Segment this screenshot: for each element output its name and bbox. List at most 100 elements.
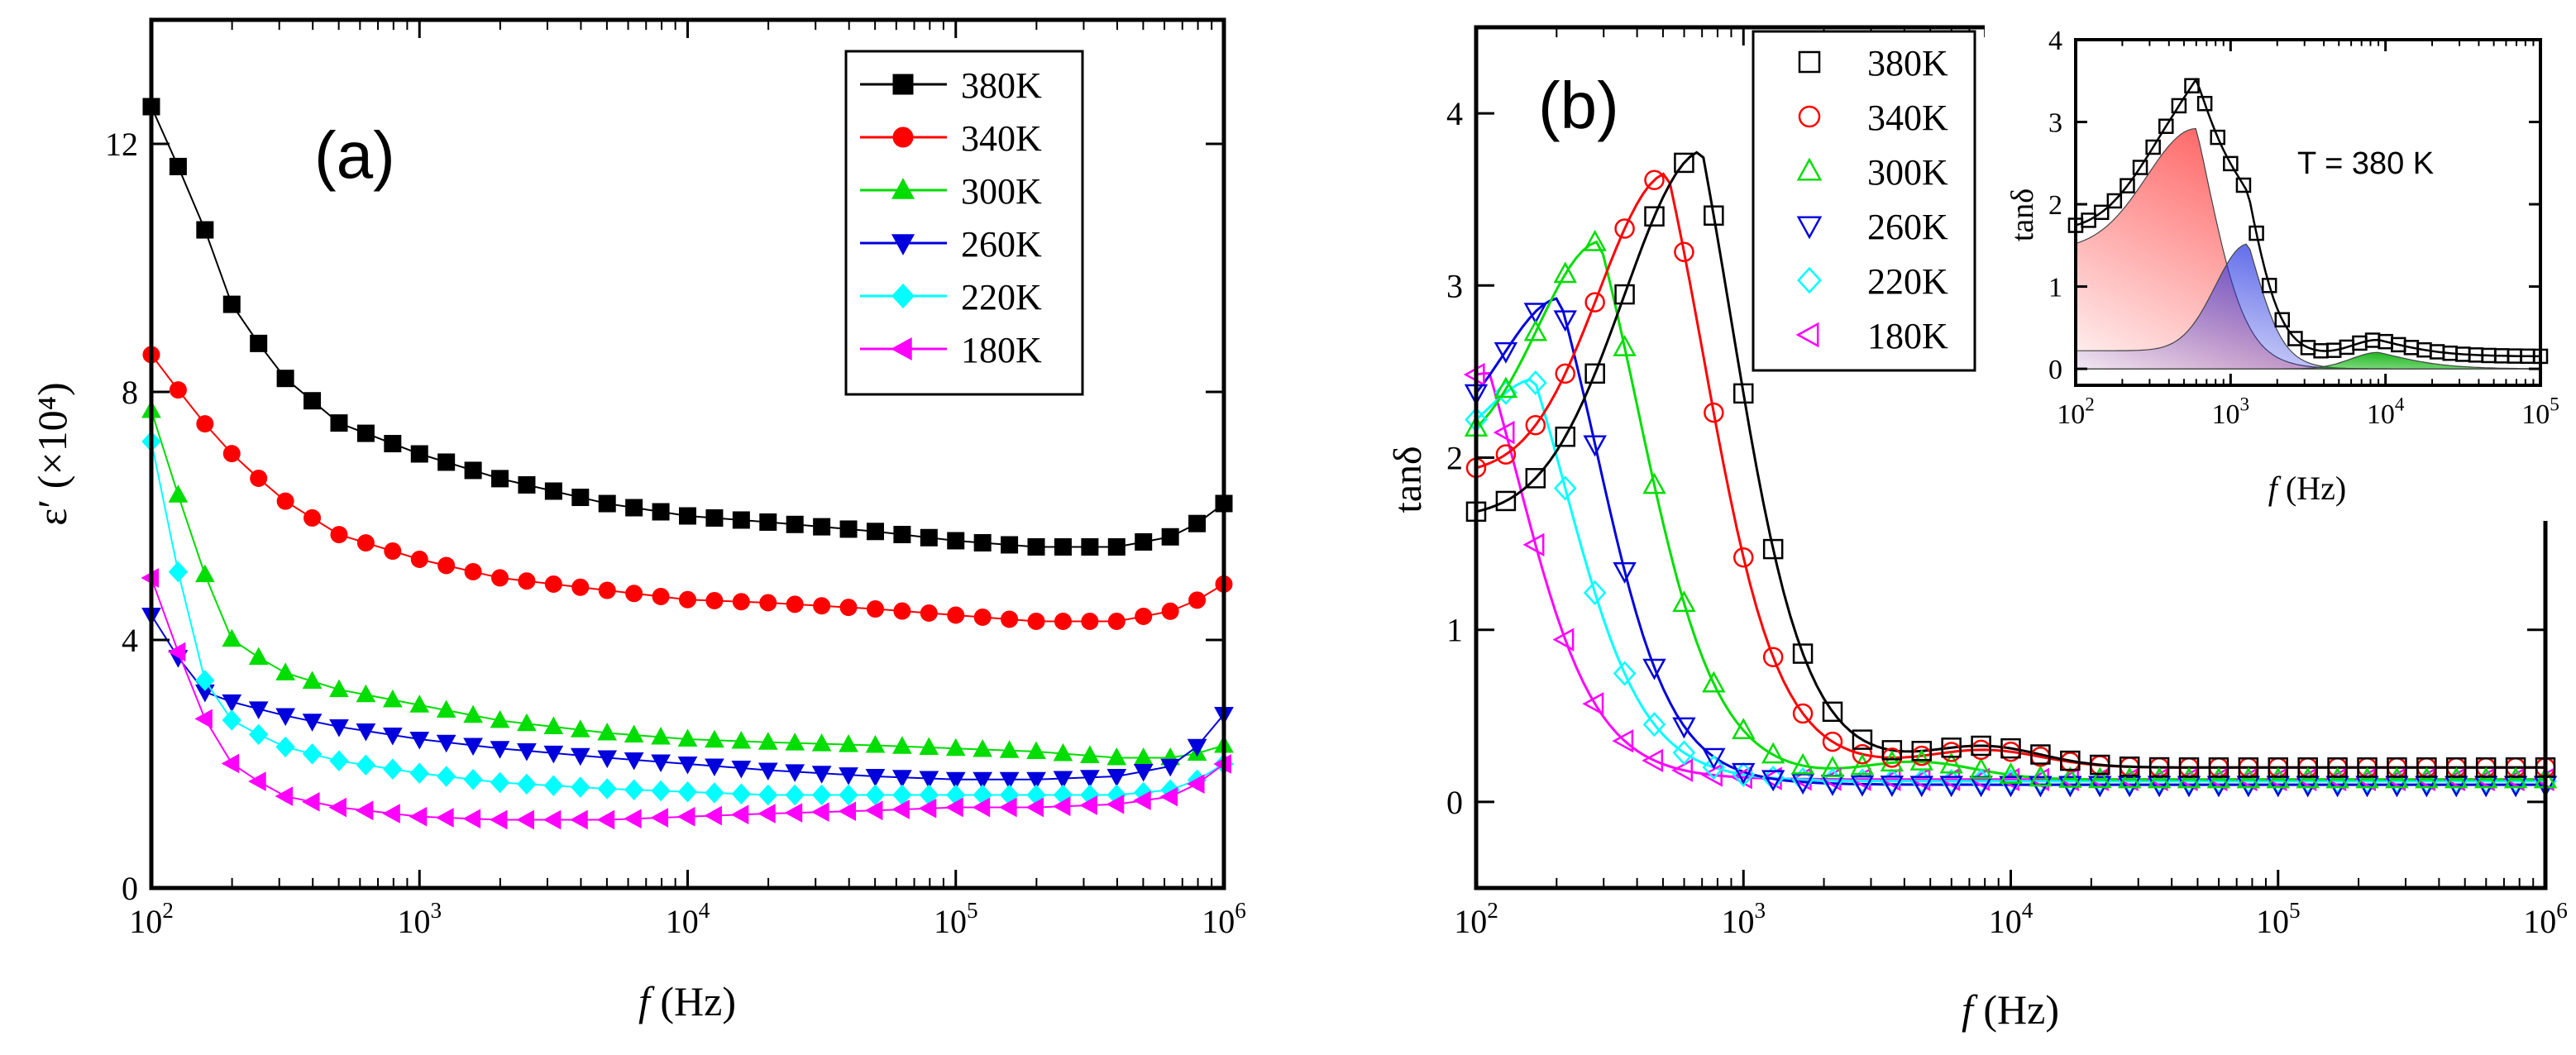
chart-a-point-380K-8: [356, 424, 375, 442]
chart-a-point-340K-15: [544, 575, 562, 593]
chart-b-point-180K-5: [1612, 728, 1634, 753]
chart-a-point-380K-29: [920, 528, 938, 547]
chart-a-point-300K-12: [463, 704, 483, 723]
chart-b-point-260K-18: [1999, 776, 2023, 798]
chart-a-x-tick-label-0: 102: [129, 898, 174, 940]
chart-a-point-380K-30: [947, 532, 965, 550]
chart-a-point-300K-25: [811, 733, 832, 752]
chart-a-point-220K-1: [168, 561, 189, 583]
chart-a-point-260K-19: [651, 754, 671, 773]
inset-point-7: [2158, 118, 2174, 134]
chart-a-point-380K-7: [330, 414, 348, 432]
chart-b-point-380K-25: [2208, 757, 2230, 778]
chart-b-point-380K-27: [2268, 757, 2288, 778]
chart-a-point-380K-36: [1107, 538, 1126, 556]
chart-b-point-260K-1: [1494, 341, 1518, 364]
chart-a-point-180K-13: [489, 809, 508, 830]
chart-a-point-220K-10: [409, 762, 429, 784]
chart-a-point-340K-4: [250, 470, 268, 488]
chart-a-point-180K-23: [758, 804, 776, 823]
chart-a-point-180K-17: [596, 809, 615, 830]
chart-a-point-180K-34: [1052, 796, 1071, 817]
chart-a-point-180K-25: [811, 802, 829, 822]
chart-a-point-340K-36: [1107, 613, 1126, 630]
chart-a-point-260K-15: [543, 745, 564, 764]
chart-b-point-180K-8: [1701, 763, 1723, 787]
chart-b-point-380K-12: [1822, 701, 1843, 723]
chart-b-point-260K-21: [2088, 776, 2112, 798]
chart-a-point-180K-38: [1159, 786, 1178, 807]
chart-a-point-180K-29: [918, 798, 937, 819]
chart-a-point-260K-34: [1053, 771, 1073, 790]
chart-a-point-340K-24: [786, 595, 804, 613]
chart-b-point-380K-16: [1941, 738, 1962, 758]
chart-a-point-300K-22: [731, 730, 752, 749]
chart-b-legend-label-380K: 380K: [1867, 43, 1948, 84]
chart-a-legend-label-340K: 340K: [961, 118, 1042, 159]
chart-a-point-380K-28: [893, 526, 911, 544]
chart-b-point-380K-24: [2178, 757, 2200, 778]
chart-a-point-260K-31: [973, 771, 993, 790]
inset-marks: [2067, 77, 2549, 370]
chart-b-point-300K-32: [2415, 766, 2439, 789]
inset-y-tick-label-0: 0: [2048, 355, 2062, 385]
chart-a-point-180K-28: [891, 800, 910, 819]
chart-b-point-180K-4: [1582, 692, 1604, 716]
chart-a-point-340K-30: [947, 606, 965, 624]
inset-point-9: [2184, 78, 2200, 93]
chart-a-x-tick-label-1: 103: [397, 898, 442, 940]
chart-b-point-180K-1: [1493, 420, 1515, 445]
chart-b-legend-label-300K: 300K: [1867, 152, 1948, 193]
chart-a-point-180K-1: [167, 642, 186, 662]
chart-b-point-300K-1: [1494, 376, 1518, 399]
chart-a-point-180K-32: [999, 797, 1017, 818]
chart-a-point-220K-25: [811, 784, 832, 806]
chart-b-point-300K-14: [1880, 750, 1905, 772]
chart-a-point-340K-9: [384, 542, 402, 561]
chart-b-y-tick-label-0: 0: [1446, 784, 1463, 821]
chart-b-legend-marker-340K: [1798, 105, 1821, 128]
chart-a-legend-marker-180K: [891, 337, 912, 361]
chart-a-point-380K-34: [1054, 538, 1072, 556]
chart-b-point-300K-19: [2029, 765, 2053, 787]
chart-b-point-340K-7: [1674, 241, 1694, 263]
chart-b-point-300K-33: [2445, 766, 2468, 789]
inset-point-15: [2261, 278, 2277, 294]
chart-b-point-380K-33: [2446, 757, 2467, 778]
chart-b-point-180K-6: [1642, 748, 1664, 773]
inset-point-17: [2287, 331, 2303, 346]
chart-a-point-380K-19: [652, 503, 670, 521]
chart-a-point-300K-9: [382, 689, 403, 708]
chart-a-point-180K-2: [194, 709, 213, 729]
chart-a-legend-label-180K: 180K: [961, 330, 1042, 370]
chart-a-point-180K-16: [570, 809, 588, 830]
chart-a-point-260K-23: [758, 762, 778, 781]
chart-b-point-260K-4: [1583, 435, 1607, 457]
chart-b-point-340K-3: [1555, 363, 1575, 384]
chart-a-point-220K-14: [517, 773, 537, 795]
inset-y-axis-label: tanδ: [2005, 189, 2040, 241]
chart-a-point-380K-3: [222, 295, 241, 313]
chart-a-point-180K-12: [462, 809, 481, 829]
chart-b-point-260K-10: [1761, 770, 1785, 792]
chart-a-point-380K-22: [732, 511, 750, 529]
chart-a-point-220K-9: [383, 758, 403, 781]
chart-a-point-260K-17: [597, 750, 618, 769]
chart-b-point-220K-8: [1702, 755, 1726, 781]
chart-a-point-260K-30: [945, 771, 966, 790]
chart-b-point-300K-4: [1583, 229, 1607, 251]
chart-b-point-380K-21: [2090, 754, 2110, 776]
chart-a-point-260K-5: [275, 708, 295, 727]
chart-a-point-380K-16: [571, 489, 590, 507]
chart-a-point-380K-1: [169, 157, 187, 175]
chart-a-point-180K-14: [516, 809, 534, 830]
chart-b-legend-marker-220K: [1797, 266, 1822, 294]
inset-point-8: [2171, 98, 2187, 114]
chart-b-fit-line-220K: [1474, 378, 2545, 783]
chart-b-point-300K-16: [1939, 752, 1963, 774]
chart-a-point-180K-33: [1025, 797, 1044, 818]
chart-a-point-220K-5: [275, 736, 295, 758]
chart-b-x-tick-label-3: 105: [2256, 898, 2301, 940]
